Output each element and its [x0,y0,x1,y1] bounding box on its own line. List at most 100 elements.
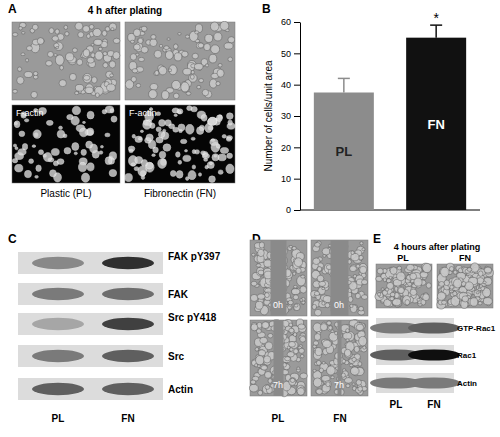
cell [362,248,365,251]
cell [426,283,431,288]
cell [479,285,482,288]
micrograph [437,263,494,309]
cell [342,359,346,363]
cell [174,44,179,49]
cell [177,109,183,114]
cell [331,376,335,379]
blot-band [408,322,460,333]
cell [178,111,181,114]
cell [169,65,177,75]
cell [78,162,86,172]
micrograph [311,240,368,316]
blot [18,252,163,274]
cell [350,305,357,313]
plot-area [314,25,466,210]
cell [138,137,141,139]
blot [18,378,163,400]
cell [314,291,319,295]
cell [350,304,354,307]
micrograph [250,240,307,316]
panel-label: B [262,2,271,16]
cell [189,74,197,82]
cell [218,63,222,67]
cell [226,164,234,174]
cell [159,44,162,47]
cell [257,294,265,300]
cell [356,324,364,331]
cell [138,57,144,61]
cell [467,268,472,272]
cell [141,46,148,53]
cell [317,275,324,282]
cell [363,346,366,349]
cell [478,271,483,277]
cell [352,383,355,385]
cell [299,348,305,353]
cell [484,267,492,273]
cell [289,245,292,248]
micrograph [249,319,307,397]
image-label: F-actin [16,108,44,118]
cell [294,303,301,310]
tick-label: 30 [281,111,291,121]
cell [289,328,294,332]
cell [212,154,219,161]
cell [143,120,151,129]
cell [453,279,461,288]
tick: 60 [281,17,300,27]
cell [32,145,36,148]
time-label: 7h [334,380,344,390]
row-label: Actin [457,379,477,388]
cell [346,384,350,388]
cell [24,170,31,177]
cell [107,84,116,91]
blot-band [408,349,460,360]
cell [59,80,66,87]
cell [289,341,296,347]
cell [297,276,306,286]
cell [135,136,143,142]
cell [186,92,191,95]
cell [289,348,293,352]
cell [156,112,161,116]
cell [130,40,134,43]
cell [99,151,103,154]
annotation: * [433,10,439,26]
cell [406,264,414,270]
cell [290,378,294,382]
cell [226,113,233,120]
cell [55,29,59,34]
tick-label: 0 [286,205,291,215]
cell [228,120,233,125]
cell [397,272,406,281]
cell [198,43,204,48]
cell [165,120,171,126]
cell [26,58,29,61]
cell [350,266,357,272]
lane-label: FN [427,399,440,410]
panel-title: 4 hours after plating [394,242,481,252]
cell [113,38,120,43]
cell [208,117,216,125]
cell [189,31,198,41]
cell [12,159,17,163]
cell [15,164,23,172]
cell [210,22,218,31]
row-label: Actin [168,384,193,395]
cell [437,292,445,300]
cell [37,38,44,45]
tick-label: 20 [281,143,291,153]
cell [226,137,231,141]
cell [86,141,93,148]
cell [17,77,24,85]
cell [156,127,161,132]
cell [72,143,79,151]
cell [102,31,107,37]
cell [383,278,386,282]
tick-mark [294,116,300,117]
blot-background [18,283,163,305]
axis-title: Number of cells/unit area [263,60,274,172]
time-label: 0h [334,300,344,310]
cell [342,371,348,377]
cell [81,173,89,182]
